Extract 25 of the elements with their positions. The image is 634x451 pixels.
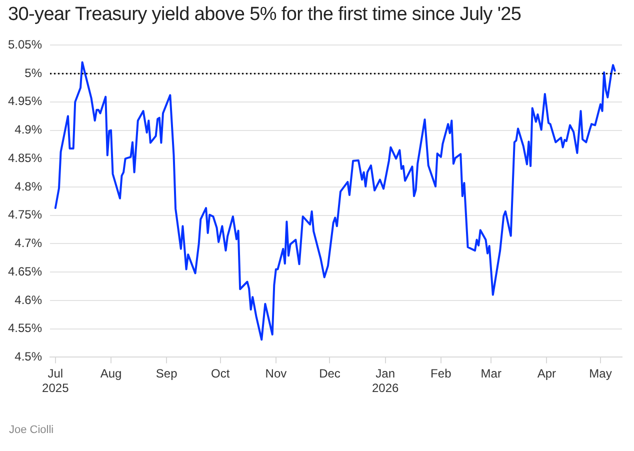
y-tick-label: 5% xyxy=(24,66,42,80)
text: Joe Ciolli xyxy=(9,424,54,436)
y-tick-label: 4.7% xyxy=(14,236,42,250)
x-tick-label: Mar xyxy=(480,366,502,381)
y-tick-label: 4.5% xyxy=(14,350,42,364)
x-tick-label: Oct xyxy=(211,366,230,381)
y-tick-label: 4.55% xyxy=(8,321,42,336)
x-tick-label: Apr xyxy=(537,366,556,381)
x-tick-label: Jan 2026 xyxy=(372,366,399,396)
x-tick-label: Nov xyxy=(265,366,287,381)
x-tick-label: Jul 2025 xyxy=(42,366,70,396)
y-tick-label: 4.9% xyxy=(14,122,42,137)
chart-title: 30-year Treasury yield above 5% for the first time since July '25 xyxy=(8,4,522,26)
x-tick-label: May xyxy=(589,366,612,381)
y-tick-label: 4.85% xyxy=(8,150,42,165)
y-tick-label: 5.05% xyxy=(8,38,42,52)
y-tick-label: 4.65% xyxy=(8,264,42,278)
x-tick-label: Aug xyxy=(100,366,122,381)
x-tick-label: Feb xyxy=(430,366,452,381)
x-tick-label: Sep xyxy=(156,366,178,381)
x-tick-label: Dec xyxy=(319,366,340,381)
y-tick-label: 4.95% xyxy=(8,94,42,108)
y-tick-label: 4.75% xyxy=(8,208,42,222)
y-tick-label: 4.8% xyxy=(14,179,42,194)
y-tick-label: 4.6% xyxy=(14,292,42,307)
